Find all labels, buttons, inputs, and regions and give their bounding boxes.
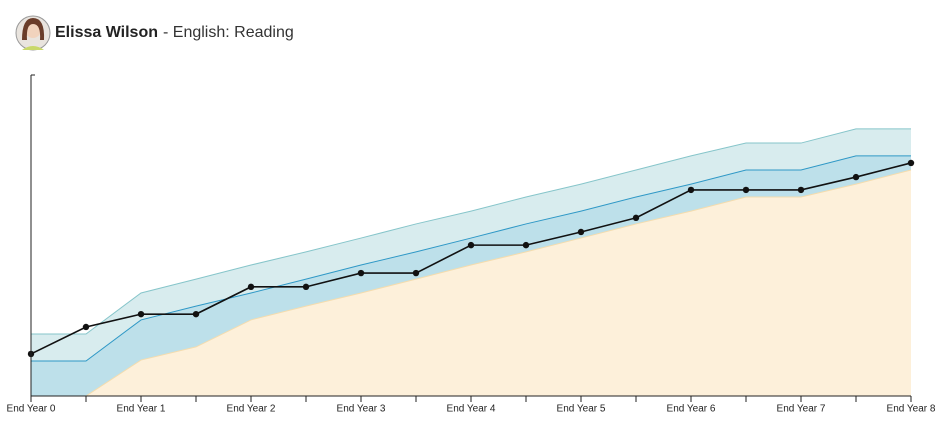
point [192, 310, 200, 318]
point [467, 241, 475, 249]
point [687, 186, 695, 194]
point [522, 241, 530, 249]
x-tick-label: End Year 0 [7, 404, 56, 415]
student-name: Elissa Wilson [55, 24, 158, 41]
x-tick-label: End Year 8 [887, 404, 936, 415]
point [82, 323, 90, 331]
subject: - English: Reading [163, 24, 294, 41]
x-tick-label: End Year 5 [557, 404, 606, 415]
x-tick-label: End Year 4 [447, 404, 496, 415]
point [137, 310, 145, 318]
x-tick-label: End Year 3 [337, 404, 386, 415]
x-tick-label: End Year 2 [227, 404, 276, 415]
avatar [15, 15, 51, 51]
point [577, 228, 585, 236]
band-edge [31, 128, 911, 335]
x-tick-label: End Year 7 [777, 404, 826, 415]
point [742, 186, 750, 194]
point [357, 269, 365, 277]
x-tick-label: End Year 6 [667, 404, 716, 415]
point [632, 214, 640, 222]
band-edge [31, 155, 911, 362]
point [907, 159, 915, 167]
point [797, 186, 805, 194]
point [247, 283, 255, 291]
band-edge [31, 169, 912, 397]
band-area [31, 170, 911, 396]
x-tick-label: End Year 1 [117, 404, 166, 415]
point [302, 283, 310, 291]
point [412, 269, 420, 277]
point [852, 173, 860, 181]
